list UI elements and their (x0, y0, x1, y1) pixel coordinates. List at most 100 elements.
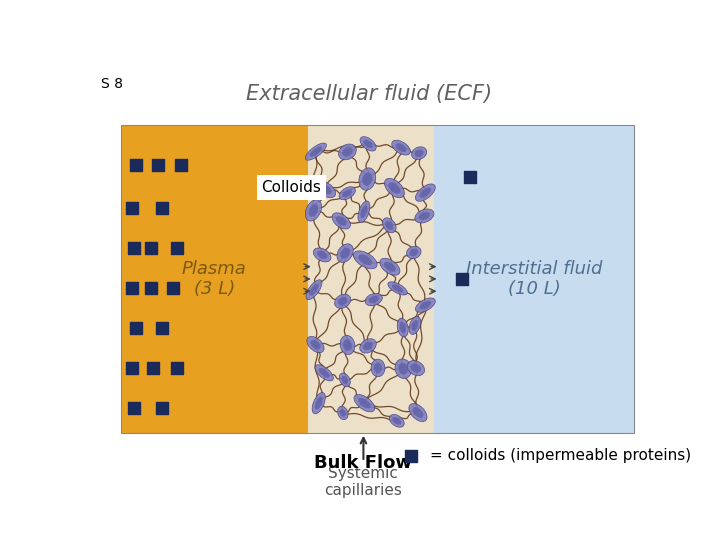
Ellipse shape (310, 340, 320, 349)
Point (167, 284, 179, 293)
Ellipse shape (360, 339, 377, 353)
Ellipse shape (360, 137, 376, 151)
Ellipse shape (388, 282, 408, 295)
Point (171, 364, 183, 373)
Ellipse shape (371, 359, 385, 377)
Bar (121, 125, 634, 433)
Ellipse shape (411, 320, 418, 331)
Point (147, 364, 158, 373)
Bar (308, 125, 434, 433)
Ellipse shape (418, 212, 430, 220)
Ellipse shape (412, 147, 427, 160)
Ellipse shape (389, 183, 400, 194)
Ellipse shape (354, 251, 377, 269)
Point (128, 404, 140, 413)
Ellipse shape (310, 146, 322, 157)
Ellipse shape (374, 363, 382, 373)
Bar (434, 125, 634, 433)
Ellipse shape (390, 414, 404, 427)
Ellipse shape (340, 335, 355, 355)
Ellipse shape (395, 359, 411, 379)
Ellipse shape (338, 297, 348, 306)
Ellipse shape (364, 139, 373, 148)
Ellipse shape (315, 397, 323, 409)
Ellipse shape (338, 406, 348, 420)
Point (126, 204, 138, 212)
Ellipse shape (309, 204, 318, 217)
Ellipse shape (313, 248, 331, 262)
Ellipse shape (384, 261, 396, 272)
Point (145, 284, 156, 293)
Ellipse shape (305, 143, 326, 160)
Ellipse shape (415, 209, 434, 223)
Bar (121, 125, 308, 433)
Text: Systemic
capillaries: Systemic capillaries (325, 466, 402, 498)
Ellipse shape (382, 218, 396, 233)
Point (130, 161, 141, 170)
Point (145, 244, 156, 253)
Ellipse shape (409, 316, 420, 334)
Ellipse shape (305, 200, 322, 221)
Ellipse shape (384, 178, 405, 198)
Ellipse shape (354, 395, 375, 412)
Ellipse shape (309, 284, 319, 296)
Text: Colloids: Colloids (261, 180, 321, 195)
Ellipse shape (343, 339, 352, 350)
Ellipse shape (320, 185, 332, 194)
Text: Bulk Flow: Bulk Flow (315, 454, 413, 472)
Ellipse shape (410, 249, 418, 256)
Ellipse shape (315, 364, 333, 381)
Text: = colloids (impermeable proteins): = colloids (impermeable proteins) (431, 448, 691, 463)
Ellipse shape (358, 254, 372, 265)
Ellipse shape (341, 247, 350, 259)
Ellipse shape (338, 144, 356, 160)
Point (171, 244, 183, 253)
Ellipse shape (398, 363, 408, 375)
Text: Plasma
(3 L): Plasma (3 L) (182, 260, 247, 298)
Ellipse shape (392, 285, 403, 292)
Point (156, 324, 168, 333)
Ellipse shape (332, 213, 351, 229)
Ellipse shape (306, 280, 322, 300)
Ellipse shape (380, 258, 400, 275)
Ellipse shape (358, 398, 371, 408)
Ellipse shape (395, 143, 407, 152)
Point (128, 244, 140, 253)
Ellipse shape (340, 409, 346, 417)
Ellipse shape (392, 140, 410, 155)
Text: S 8: S 8 (101, 77, 123, 91)
Ellipse shape (407, 246, 421, 259)
Ellipse shape (342, 190, 352, 197)
Point (156, 404, 168, 413)
Ellipse shape (397, 318, 408, 337)
Ellipse shape (369, 296, 379, 303)
Ellipse shape (319, 368, 330, 377)
Ellipse shape (339, 373, 351, 387)
Point (156, 204, 168, 212)
Ellipse shape (336, 216, 347, 226)
Ellipse shape (317, 251, 328, 259)
Ellipse shape (359, 168, 376, 190)
Ellipse shape (420, 301, 431, 309)
Ellipse shape (365, 293, 382, 306)
Ellipse shape (415, 150, 423, 157)
Ellipse shape (335, 294, 351, 308)
Ellipse shape (407, 361, 425, 376)
Ellipse shape (420, 187, 431, 198)
Point (126, 284, 138, 293)
Ellipse shape (363, 342, 373, 350)
Point (464, 173, 476, 182)
Ellipse shape (392, 417, 401, 424)
Ellipse shape (415, 298, 436, 312)
Point (405, 451, 417, 460)
Ellipse shape (337, 244, 354, 262)
Point (130, 324, 141, 333)
Text: Extracellular fluid (ECF): Extracellular fluid (ECF) (246, 84, 492, 104)
Text: Interstitial fluid
(10 L): Interstitial fluid (10 L) (466, 260, 602, 298)
Ellipse shape (360, 205, 367, 218)
Ellipse shape (409, 403, 427, 422)
Ellipse shape (400, 322, 406, 333)
Ellipse shape (342, 147, 353, 157)
Ellipse shape (410, 363, 421, 373)
Ellipse shape (312, 393, 325, 414)
